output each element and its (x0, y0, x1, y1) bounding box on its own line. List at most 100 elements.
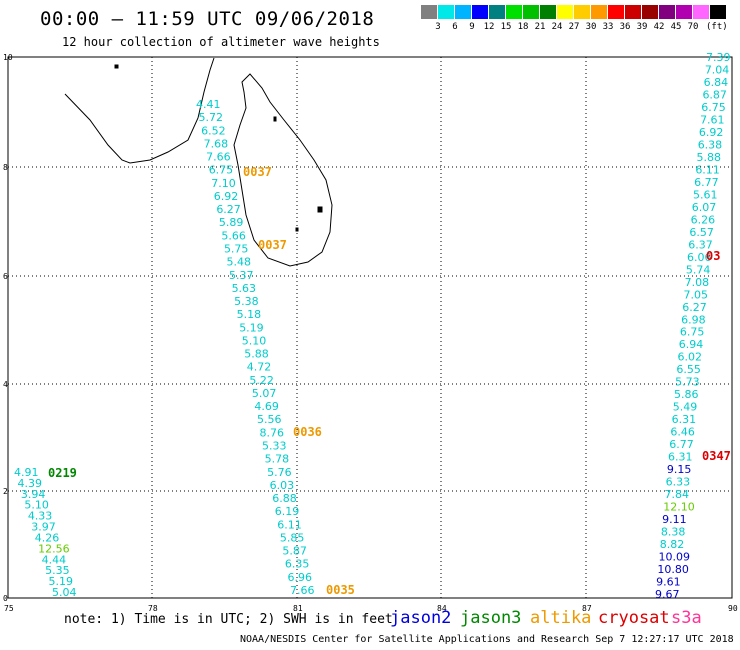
wave-height-label: 6.02 (678, 351, 703, 364)
color-scale-label: 39 (636, 22, 648, 32)
altimeter-track-1: 4.415.726.527.687.666.757.106.926.275.89… (196, 98, 315, 597)
wave-height-label: 6.94 (679, 338, 704, 351)
wave-height-label: 5.37 (229, 269, 254, 282)
altimeter-track-3: 7.397.046.846.876.757.616.926.385.886.11… (655, 51, 731, 601)
wave-height-label: 5.88 (244, 348, 269, 361)
cycle-label: 03 (706, 249, 720, 263)
color-scale-swatch (693, 5, 710, 19)
wave-height-label: 6.07 (692, 201, 717, 214)
satellite-legend-item: cryosat (598, 608, 670, 628)
wave-height-label: 8.76 (260, 426, 285, 439)
map-subtitle: 12 hour collection of altimeter wave hei… (62, 35, 380, 49)
cycle-label: 0037 (243, 165, 272, 179)
wave-height-label: 7.66 (206, 151, 231, 164)
wave-height-label: 4.41 (196, 98, 221, 111)
color-scale-label: 3 (435, 22, 441, 32)
wave-height-label: 5.33 (262, 440, 287, 453)
wave-height-label: 3.94 (21, 488, 45, 501)
wave-height-label: 7.61 (700, 113, 725, 126)
wave-height-label: 7.05 (683, 288, 708, 301)
wave-height-label: 6.88 (272, 492, 297, 505)
color-scale-swatch (489, 5, 506, 19)
wave-height-label: 5.72 (199, 111, 224, 124)
color-scale-swatch (540, 5, 557, 19)
wave-height-label: 5.78 (265, 453, 290, 466)
color-scale-swatch (455, 5, 472, 19)
wave-height-label: 6.75 (701, 101, 726, 114)
wave-height-label: 6.19 (275, 505, 300, 518)
wave-height-label: 5.10 (24, 499, 49, 512)
color-scale-swatch (659, 5, 676, 19)
island (317, 206, 323, 213)
color-scale-swatch (421, 5, 438, 19)
color-scale-swatch (625, 5, 642, 19)
wave-height-label: 5.63 (232, 282, 257, 295)
wave-height-label: 6.75 (680, 326, 705, 339)
wave-height-label: 6.77 (669, 438, 694, 451)
y-tick-label: 4 (3, 380, 8, 389)
wave-height-label: 6.27 (682, 301, 707, 314)
color-scale-label: 24 (551, 22, 563, 32)
wave-height-label: 6.98 (681, 313, 706, 326)
y-tick-label: 0 (3, 594, 8, 603)
color-scale-label: 33 (602, 22, 614, 32)
wave-height-label: 9.67 (655, 588, 680, 601)
wave-height-label: 7.08 (685, 276, 710, 289)
wave-height-label: 10.80 (657, 563, 689, 576)
wave-height-label: 5.04 (52, 586, 77, 599)
wave-height-label: 5.74 (686, 263, 711, 276)
cycle-labels: 0037 0037 0036 0035 0219 03 0347 (48, 165, 731, 597)
wave-height-label: 5.07 (252, 387, 277, 400)
wave-height-label: 5.19 (239, 321, 264, 334)
wave-height-label: 5.86 (674, 388, 699, 401)
cycle-label: 0035 (326, 583, 355, 597)
wave-height-label: 6.33 (666, 476, 691, 489)
satellite-legend-item: jason2 (390, 608, 452, 628)
wave-height-label: 5.38 (234, 295, 258, 308)
wave-height-label: 7.68 (204, 137, 229, 150)
x-tick-label: 87 (582, 604, 592, 613)
y-tick-label: 10 (3, 53, 13, 62)
wave-height-label: 3.97 (31, 521, 56, 534)
wave-height-label: 5.18 (237, 308, 262, 321)
wave-height-label: 6.27 (216, 203, 241, 216)
wave-height-label: 9.11 (662, 513, 687, 526)
wave-height-label: 6.46 (670, 426, 695, 439)
wave-height-label: 5.87 (282, 545, 307, 558)
wave-height-label: 7.66 (290, 584, 315, 597)
color-scale-label: 42 (653, 22, 665, 32)
credit-line: NOAA/NESDIS Center for Satellite Applica… (240, 634, 734, 645)
x-tick-label: 81 (293, 604, 303, 613)
color-scale-label: 9 (469, 22, 475, 32)
x-tick-label: 84 (437, 604, 447, 613)
island (273, 116, 277, 122)
cycle-label: 0219 (48, 466, 77, 480)
wave-height-label: 7.84 (664, 488, 689, 501)
y-tick-label: 8 (3, 163, 8, 172)
x-tick-label: 78 (148, 604, 158, 613)
wave-height-label: 6.06 (687, 251, 712, 264)
wave-height-label: 4.91 (14, 466, 39, 479)
color-scale-unit: (ft) (706, 22, 728, 32)
wave-height-label: 9.15 (667, 463, 692, 476)
wave-height-label: 5.56 (257, 413, 282, 426)
color-scale-label: 18 (517, 22, 529, 32)
color-scale-label: 70 (687, 22, 699, 32)
wave-height-label: 5.66 (221, 229, 246, 242)
wave-height-label: 6.11 (695, 163, 720, 176)
color-scale-swatch (523, 5, 540, 19)
coastline (64, 57, 333, 267)
cycle-label: 0036 (293, 425, 322, 439)
wave-height-label: 5.61 (693, 188, 718, 201)
india-coastline (64, 57, 215, 164)
color-scale-label: 27 (568, 22, 580, 32)
color-scale-label: 6 (452, 22, 458, 32)
wave-height-label: 4.69 (254, 400, 279, 413)
y-tick-label: 2 (3, 487, 8, 496)
wave-height-label: 7.10 (211, 177, 236, 190)
color-scale-swatch (574, 5, 591, 19)
wave-height-label: 4.39 (17, 477, 41, 490)
wave-height-label: 6.55 (676, 363, 701, 376)
wave-height-label: 4.44 (42, 553, 67, 566)
wave-height-label: 6.77 (694, 176, 719, 189)
